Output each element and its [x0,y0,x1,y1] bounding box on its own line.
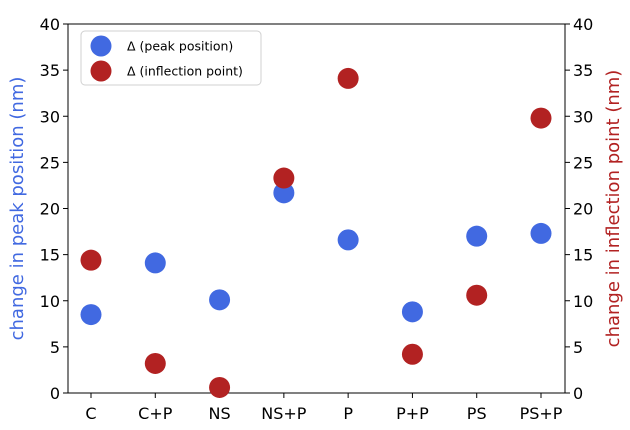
peak-position-marker [466,225,488,247]
right-y-tick-label: 40 [573,15,593,34]
right-y-tick-label: 35 [573,61,593,80]
inflection-point-marker [209,376,231,398]
right-y-tick-label: 10 [573,292,593,311]
right-y-axis-title: change in inflection point (nm) [603,70,624,348]
peak-position-marker [144,252,166,274]
peak-position-marker [209,289,231,311]
left-y-tick-label: 0 [50,384,60,403]
inflection-point-marker [144,352,166,374]
legend-label: Δ (inflection point) [127,64,243,79]
x-tick-label: C+P [138,404,173,423]
left-y-tick-label: 35 [40,61,60,80]
left-y-tick-label: 40 [40,15,60,34]
right-y-tick-label: 5 [573,338,583,357]
x-tick-label: PS+P [520,404,563,423]
left-y-tick-label: 25 [40,153,60,172]
x-tick-label: C [85,404,96,423]
peak-position-marker [530,222,552,244]
inflection-point-marker [530,107,552,129]
right-y-tick-label: 20 [573,200,593,219]
right-y-tick-label: 0 [573,384,583,403]
peak-position-marker [80,304,102,326]
legend: Δ (peak position) Δ (inflection point) [80,30,262,86]
peak-position-marker [273,182,295,204]
peak-position-marker [401,301,423,323]
inflection-point-marker [273,167,295,189]
peak-position-marker [337,229,359,251]
marks-layer [80,67,552,398]
right-y-tick-label: 30 [573,107,593,126]
inflection-point-marker [466,284,488,306]
x-tick-label: P [343,404,353,423]
inflection-point-marker [337,67,359,89]
x-tick-label: P+P [396,404,429,423]
left-y-tick-label: 30 [40,107,60,126]
left-y-tick-label: 20 [40,200,60,219]
x-tick-label: PS [467,404,487,423]
inflection-point-marker [80,249,102,271]
axes-layer: 0 0 5 5 10 10 15 15 20 20 25 25 30 30 35 35 40 40 C C+P NS NS… [7,15,624,423]
x-tick-label: NS [209,404,231,423]
legend-marker [90,35,112,57]
x-tick-label: NS+P [261,404,307,423]
legend-box [80,30,262,86]
left-y-axis-title: change in peak position (nm) [7,77,28,341]
left-y-tick-label: 15 [40,246,60,265]
right-y-tick-label: 15 [573,246,593,265]
inflection-point-marker [401,343,423,365]
left-y-tick-label: 10 [40,292,60,311]
left-y-tick-label: 5 [50,338,60,357]
right-y-tick-label: 25 [573,153,593,172]
legend-marker [90,60,112,82]
legend-label: Δ (peak position) [127,39,233,54]
